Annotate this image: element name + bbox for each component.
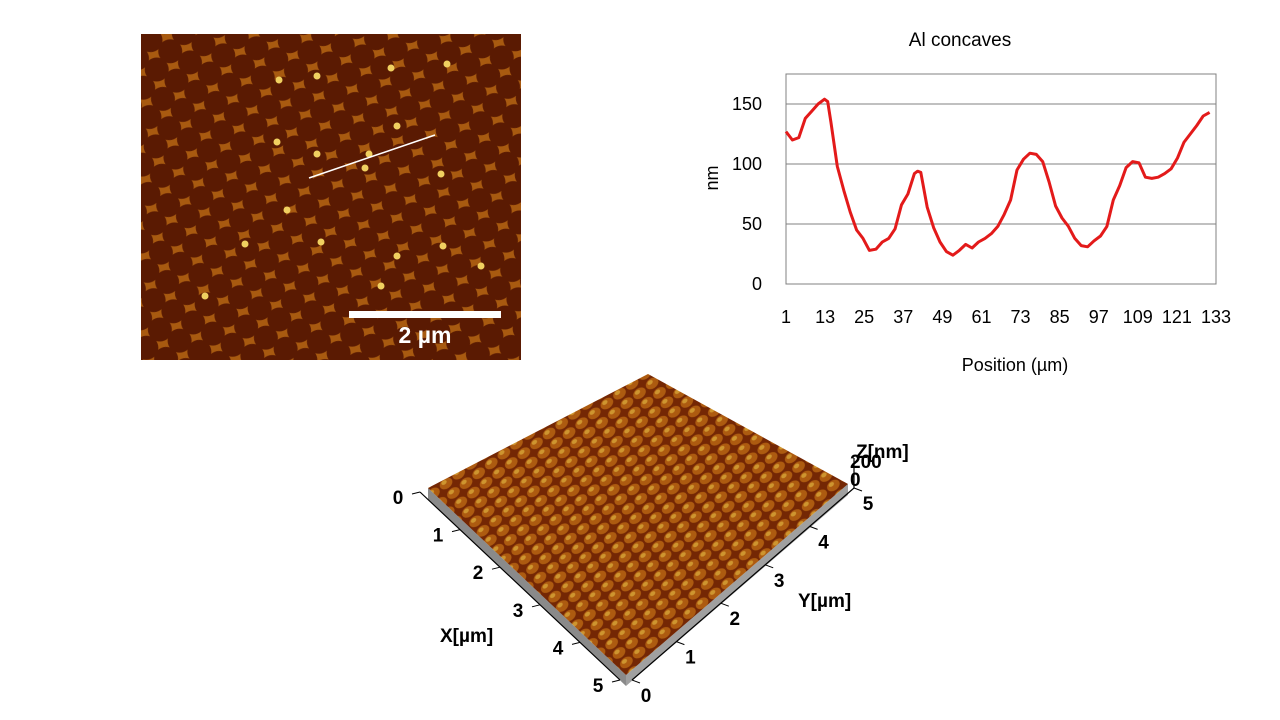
- x-tick-label: 61: [971, 307, 991, 327]
- scale-bar: [349, 311, 501, 318]
- bright-spot: [377, 282, 385, 290]
- x-tick-label: 121: [1162, 307, 1192, 327]
- x-tick: [411, 491, 421, 495]
- series-line: [784, 97, 1211, 257]
- x-tick-label: 5: [593, 676, 604, 697]
- y-tick-label: 1: [685, 648, 696, 669]
- x-axis-label: X[µm]: [440, 626, 493, 647]
- bright-spot: [437, 170, 445, 178]
- bright-spot: [275, 76, 283, 84]
- x-tick-label: 133: [1201, 307, 1231, 327]
- y-tick-label: 0: [641, 686, 652, 707]
- surface-side-left: [428, 488, 626, 686]
- bright-spots: [201, 60, 485, 300]
- y-tick: [853, 487, 863, 492]
- x-tick-label: 85: [1050, 307, 1070, 327]
- y-tick: [631, 679, 641, 684]
- x-tick-label: 4: [553, 638, 564, 659]
- y-axis-line: [631, 487, 855, 681]
- plot-frame: [785, 73, 1217, 285]
- bright-spot: [317, 238, 325, 246]
- x-tick-label: 97: [1089, 307, 1109, 327]
- x-tick-label: 1: [433, 526, 444, 547]
- bright-spot: [273, 138, 281, 146]
- y-tick-label: 50: [742, 214, 762, 234]
- bright-spot: [241, 240, 249, 248]
- afm-topography-image: 2 µm: [141, 34, 521, 360]
- x-tick-label: 1: [781, 307, 791, 327]
- y-axis-label: Y[µm]: [798, 591, 851, 612]
- scale-bar-label: 2 µm: [399, 322, 452, 348]
- y-tick-label: 2: [730, 609, 741, 630]
- profile-line: [308, 134, 436, 179]
- bright-spot: [439, 242, 447, 250]
- y-tick-label: 3: [774, 571, 785, 592]
- x-tick-label: 13: [815, 307, 835, 327]
- y-axis-ticks: 0 1 2 3 4 5: [631, 487, 874, 707]
- bright-spot: [313, 150, 321, 158]
- surface-top: [428, 374, 848, 675]
- bright-spot: [365, 150, 373, 158]
- y-tick-label: 5: [863, 494, 874, 515]
- x-tick-label: 25: [854, 307, 874, 327]
- x-tick-label: 3: [513, 601, 524, 622]
- bright-spot: [361, 164, 369, 172]
- x-tick-label: 49: [932, 307, 952, 327]
- y-tick: [765, 564, 774, 569]
- x-axis-ticks: 0 1 2 3 4 5: [393, 488, 621, 697]
- y-tick: [809, 525, 818, 530]
- x-tick-label: 37: [893, 307, 913, 327]
- x-tick-label: 109: [1123, 307, 1153, 327]
- y-axis-label: nm: [702, 165, 722, 190]
- bright-spot: [393, 252, 401, 260]
- x-tick-label: 0: [393, 488, 404, 509]
- afm-image-background: [141, 34, 521, 360]
- x-tick-labels: 1 13 25 37 49 61 73 85 97 109 121 133: [781, 307, 1231, 327]
- y-tick-label: 150: [732, 94, 762, 114]
- y-tick-labels: 0 50 100 150: [732, 94, 762, 294]
- z-axis-label: Z[nm]: [856, 442, 909, 463]
- surface-shade: [428, 374, 848, 675]
- y-tick-label: 0: [752, 274, 762, 294]
- x-tick-label: 2: [473, 563, 484, 584]
- x-tick: [451, 529, 461, 533]
- x-tick: [611, 679, 621, 683]
- bright-spot: [387, 64, 395, 72]
- x-tick-label: 73: [1011, 307, 1031, 327]
- x-tick: [491, 566, 501, 570]
- bright-spot: [477, 262, 485, 270]
- chart-title: Al concaves: [909, 30, 1011, 51]
- x-tick: [571, 641, 581, 645]
- y-tick-label: 4: [818, 532, 829, 553]
- x-axis-label: Position (µm): [962, 355, 1068, 375]
- bright-spot: [313, 72, 321, 80]
- z-tick-label: 0: [850, 470, 861, 491]
- y-tick: [720, 602, 729, 607]
- surface-side-right: [626, 484, 848, 686]
- x-tick: [531, 604, 541, 608]
- y-tick: [676, 641, 685, 646]
- y-tick-label: 100: [732, 154, 762, 174]
- x-axis-line: [419, 491, 621, 681]
- z-tick-label: 200: [850, 452, 882, 473]
- chart-grid: [786, 103, 1216, 225]
- bright-spot: [443, 60, 451, 68]
- bright-spot: [283, 206, 291, 214]
- bright-spot: [201, 292, 209, 300]
- bright-spot: [393, 122, 401, 130]
